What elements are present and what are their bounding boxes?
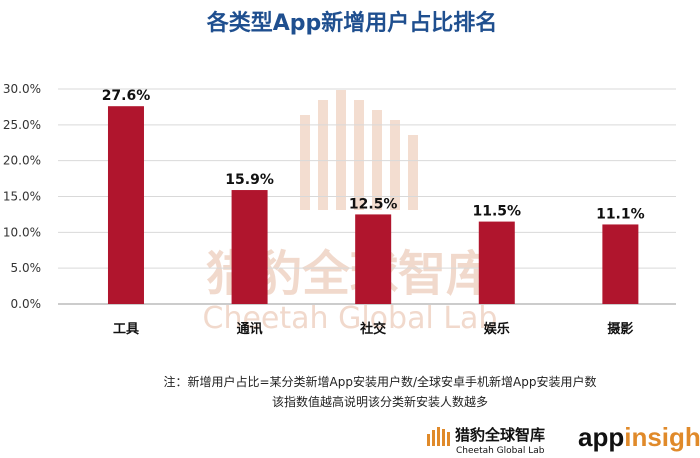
bars [107, 106, 639, 304]
data-label-4: 11.1% [596, 206, 645, 222]
category-label-3: 娱乐 [484, 321, 510, 337]
footer-brand: 猎豹全球智库 Cheetah Global Lab appinsight [427, 422, 700, 456]
y-tick-label: 30.0% [3, 82, 41, 96]
bar-0 [107, 106, 144, 304]
y-tick-label: 10.0% [3, 225, 41, 239]
y-tick-label: 25.0% [3, 118, 41, 132]
chart-title: 各类型App新增用户占比排名 [206, 10, 498, 36]
y-tick-label: 5.0% [11, 261, 42, 275]
category-label-4: 摄影 [607, 321, 633, 337]
category-label-0: 工具 [113, 322, 139, 337]
data-label-3: 11.5% [472, 204, 521, 220]
note-line-1: 注：新增用户占比=某分类新增App安装用户数/全球安卓手机新增App安装用户数 [164, 374, 597, 389]
appinsight-app-text: app [578, 422, 624, 452]
y-tick-label: 20.0% [3, 154, 41, 168]
y-tick-label: 0.0% [11, 297, 42, 311]
bar-3 [478, 221, 515, 304]
bar-2 [355, 214, 392, 304]
footer-brand-en: Cheetah Global Lab [456, 446, 545, 456]
watermark-en-text: Cheetah Global Lab [203, 301, 498, 336]
data-label-0: 27.6% [102, 88, 151, 104]
bar-4 [602, 224, 639, 304]
data-label-1: 15.9% [225, 172, 274, 188]
cheetah-logo-icon [427, 427, 450, 446]
y-axis-ticks: 0.0% 5.0% 10.0% 15.0% 20.0% 25.0% 30.0% [3, 82, 41, 311]
category-label-1: 通讯 [237, 321, 263, 337]
bar-1 [231, 190, 268, 304]
appinsight-logo: appinsight [578, 422, 700, 452]
category-labels: 工具 通讯 社交 娱乐 摄影 [113, 321, 633, 337]
appinsight-insight-text: insight [624, 422, 700, 452]
note-line-2: 该指数值越高说明该分类新安装人数越多 [272, 394, 488, 409]
data-labels: 27.6% 15.9% 12.5% 11.5% 11.1% [102, 88, 645, 222]
data-label-2: 12.5% [349, 196, 398, 212]
watermark-logo-icon [300, 90, 418, 210]
y-tick-label: 15.0% [3, 190, 41, 204]
footer-brand-cn: 猎豹全球智库 [455, 426, 545, 444]
category-label-2: 社交 [359, 321, 386, 337]
